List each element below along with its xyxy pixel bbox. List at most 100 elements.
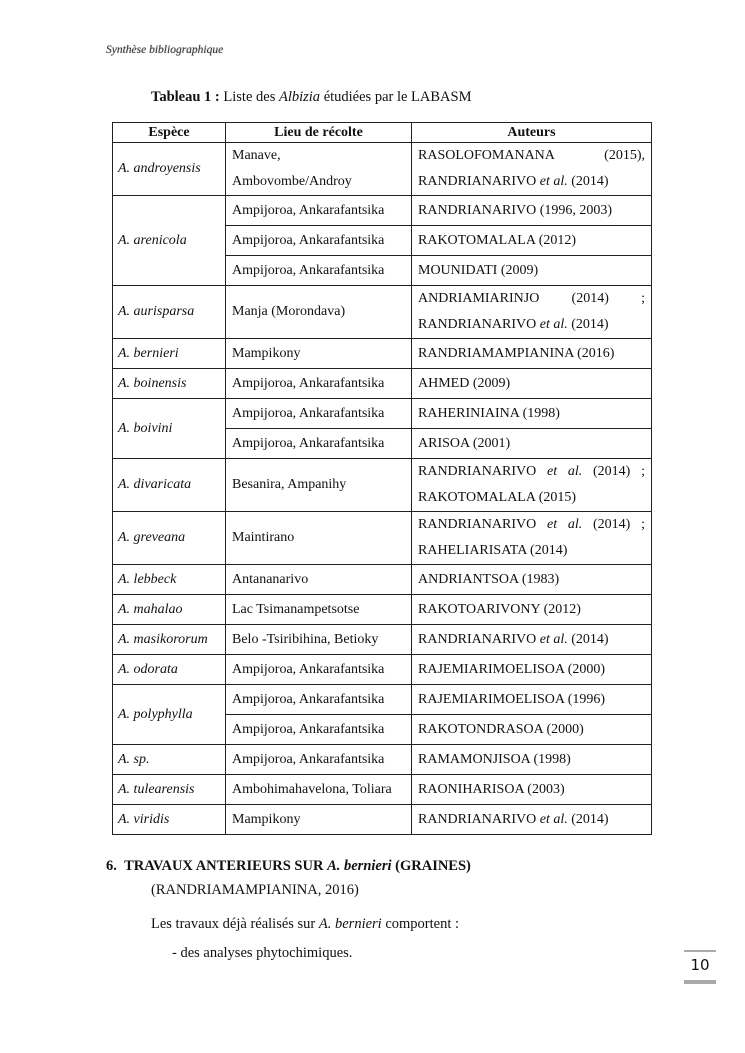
table-row: A. androyensis Manave, Ambovombe/Androy RAS… <box>112 142 652 196</box>
caption-text-end: étudiées par le LABASM <box>320 89 472 105</box>
col-header-espece: Espèce <box>112 122 226 143</box>
lieu-cell: Ampijoroa, Ankarafantsika <box>225 195 412 226</box>
lieu-cell: Manave, Ambovombe/Androy <box>225 142 412 196</box>
auteurs-cell: RANDRIAMAMPIANINA (2016) <box>411 338 652 369</box>
species-cell: A. divaricata <box>112 458 226 512</box>
table-row: A. divaricata Besanira, Ampanihy RANDRIANA… <box>112 458 652 512</box>
auteurs-cell: RANDRIANARIVO et al. (2014) ; RAKOTOMALA… <box>411 458 652 512</box>
lieu-cell: Mampikony <box>225 338 412 369</box>
page-number: 10 <box>684 950 716 984</box>
et-al: et al. <box>539 174 568 189</box>
auteurs-cell: AHMED (2009) <box>411 368 652 399</box>
lieu-cell: Maintirano <box>225 511 412 565</box>
table-row: A. odorata Ampijoroa, Ankarafantsika RAJEM… <box>112 654 652 685</box>
table-row: A. bernieri Mampikony RANDRIAMAMPIANINA (2… <box>112 338 652 369</box>
col-header-lieu: Lieu de récolte <box>225 122 412 143</box>
section-reference: (RANDRIAMAMPIANINA, 2016) <box>151 882 359 898</box>
lieu-cell: Manja (Morondava) <box>225 285 412 339</box>
species-cell: A. sp. <box>112 744 226 775</box>
section-heading: 6. TRAVAUX ANTERIEURS SUR A. bernieri (G… <box>106 858 471 875</box>
table-row: A. tulearensis Ambohimahavelona, Toliara R… <box>112 774 652 805</box>
et-al: et al. <box>539 631 568 647</box>
auteurs-cell: RANDRIANARIVO et al. (2014) <box>411 624 652 655</box>
auteurs-cell: MOUNIDATI (2009) <box>411 255 652 286</box>
lieu-cell: Ampijoroa, Ankarafantsika <box>225 368 412 399</box>
lieu-cell: Ampijoroa, Ankarafantsika <box>225 684 412 715</box>
species-cell: A. androyensis <box>112 142 226 196</box>
table-row: A. greveana Maintirano RANDRIANARIVO et al… <box>112 511 652 565</box>
section-number: 6. <box>106 858 117 874</box>
species-cell: A. boinensis <box>112 368 226 399</box>
et-al: et al. <box>546 517 583 532</box>
caption-text: Liste des <box>219 89 279 105</box>
table-row: A. sp. Ampijoroa, Ankarafantsika RAMAMONJI… <box>112 744 652 775</box>
table-row: A. masikororum Belo -Tsiribihina, Betioky… <box>112 624 652 655</box>
table-caption: Tableau 1 : Liste des Albizia étudiées p… <box>151 89 471 106</box>
table-row: A. boinensis Ampijoroa, Ankarafantsika AHM… <box>112 368 652 399</box>
lieu-cell: Antananarivo <box>225 564 412 595</box>
auteurs-cell: RAJEMIARIMOELISOA (1996) <box>411 684 652 715</box>
species-cell: A. mahalao <box>112 594 226 625</box>
section-title-end: (GRAINES) <box>391 858 471 874</box>
species-cell: A. bernieri <box>112 338 226 369</box>
auteurs-cell: RANDRIANARIVO (1996, 2003) <box>411 195 652 226</box>
species-cell: A. viridis <box>112 804 226 835</box>
table-row: Ampijoroa, Ankarafantsika MOUNIDATI (2009… <box>113 255 652 286</box>
auteurs-cell: RAKOTOARIVONY (2012) <box>411 594 652 625</box>
auteurs-cell: RASOLOFOMANANA (2015), RANDRIANARIVO et … <box>411 142 652 196</box>
caption-genus: Albizia <box>278 89 321 105</box>
auteurs-cell: ANDRIAMIARINJO (2014) ; RANDRIANARIVO et… <box>411 285 652 339</box>
species-table: Espèce Lieu de récolte Auteurs A. androy… <box>112 122 652 835</box>
bullet-item: - des analyses phytochimiques. <box>172 945 353 961</box>
caption-label: Tableau 1 : <box>151 89 220 105</box>
table-row: Ampijoroa, Ankarafantsika ARISOA (2001) <box>113 428 652 459</box>
table-row: Ampijoroa, Ankarafantsika RAKOTONDRASOA (… <box>113 714 652 745</box>
species-cell: A. masikororum <box>112 624 226 655</box>
table-row: A. lebbeck Antananarivo ANDRIANTSOA (1983) <box>112 564 652 595</box>
table-row: A. viridis Mampikony RANDRIANARIVO et al. … <box>112 804 652 835</box>
species-cell: A. boivini <box>112 398 226 459</box>
table-row: A. boivini Ampijoroa, Ankarafantsika RAHER… <box>112 398 652 459</box>
auteurs-cell: ANDRIANTSOA (1983) <box>411 564 652 595</box>
paragraph-text-end: comportent : <box>381 916 460 932</box>
lieu-cell: Ampijoroa, Ankarafantsika <box>225 744 412 775</box>
lieu-cell: Mampikony <box>225 804 412 835</box>
lieu-cell: Ampijoroa, Ankarafantsika <box>225 654 412 685</box>
species-cell: A. aurisparsa <box>112 285 226 339</box>
table-row: A. aurisparsa Manja (Morondava) ANDRIAMIAR… <box>112 285 652 339</box>
lieu-cell: Ampijoroa, Ankarafantsika <box>225 714 412 745</box>
lieu-cell: Besanira, Ampanihy <box>225 458 412 512</box>
auteurs-cell: RANDRIANARIVO et al. (2014) ; RAHELIARIS… <box>411 511 652 565</box>
col-header-auteurs: Auteurs <box>411 122 652 143</box>
section-title: TRAVAUX ANTERIEURS SUR <box>124 858 328 874</box>
species-cell: A. greveana <box>112 511 226 565</box>
table-row: A. arenicola Ampijoroa, Ankarafantsika RAN… <box>112 195 652 286</box>
et-al: et al. <box>539 317 568 332</box>
table-row: Ampijoroa, Ankarafantsika RAKOTOMALALA (2… <box>113 225 652 256</box>
auteurs-cell: RAKOTONDRASOA (2000) <box>411 714 652 745</box>
lieu-cell: Lac Tsimanampetsotse <box>225 594 412 625</box>
auteurs-cell: RAJEMIARIMOELISOA (2000) <box>411 654 652 685</box>
table-row: A. polyphylla Ampijoroa, Ankarafantsika RA… <box>112 684 652 745</box>
paragraph-text: Les travaux déjà réalisés sur <box>151 916 319 932</box>
lieu-cell: Ampijoroa, Ankarafantsika <box>225 255 412 286</box>
running-header: Synthèse bibliographique <box>106 44 224 56</box>
table-body: A. androyensis Manave, Ambovombe/Androy RAS… <box>112 142 652 835</box>
lieu-cell: Belo -Tsiribihina, Betioky <box>225 624 412 655</box>
species-cell: A. tulearensis <box>112 774 226 805</box>
lieu-cell: Ambohimahavelona, Toliara <box>225 774 412 805</box>
auteurs-cell: RAONIHARISOA (2003) <box>411 774 652 805</box>
section-species: A. bernieri <box>327 858 392 874</box>
auteurs-cell: RAHERINIAINA (1998) <box>411 398 652 429</box>
auteurs-cell: RAKOTOMALALA (2012) <box>411 225 652 256</box>
auteurs-cell: RAMAMONJISOA (1998) <box>411 744 652 775</box>
lieu-cell: Ampijoroa, Ankarafantsika <box>225 428 412 459</box>
auteurs-cell: RANDRIANARIVO et al. (2014) <box>411 804 652 835</box>
auteurs-cell: ARISOA (2001) <box>411 428 652 459</box>
species-cell: A. polyphylla <box>112 684 226 745</box>
lieu-cell: Ampijoroa, Ankarafantsika <box>225 225 412 256</box>
species-cell: A. lebbeck <box>112 564 226 595</box>
species-cell: A. odorata <box>112 654 226 685</box>
et-al: et al. <box>546 464 583 479</box>
paragraph-species: A. bernieri <box>318 916 382 932</box>
